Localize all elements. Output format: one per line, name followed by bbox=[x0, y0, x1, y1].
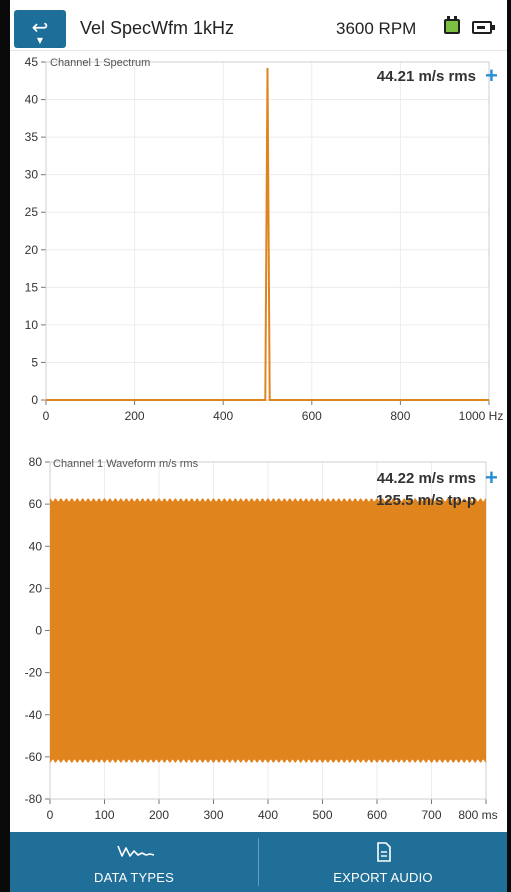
spectrum-y-tick-label: 40 bbox=[25, 93, 39, 107]
spectrum-y-tick-label: 15 bbox=[25, 280, 39, 294]
spectrum-x-tick-label: 1000 Hz bbox=[459, 409, 504, 423]
spectrum-y-tick-label: 45 bbox=[25, 55, 39, 69]
export-audio-label: EXPORT AUDIO bbox=[333, 870, 433, 885]
waveform-x-tick-label: 500 bbox=[312, 808, 332, 822]
spectrum-y-tick-label: 30 bbox=[25, 168, 39, 182]
spectrum-x-tick-label: 400 bbox=[213, 409, 233, 423]
page-title: Vel SpecWfm 1kHz bbox=[80, 18, 235, 38]
back-button[interactable]: ↩ ▼ bbox=[14, 10, 66, 48]
waveform-icon bbox=[117, 845, 155, 857]
back-arrow-icon: ↩ bbox=[31, 15, 49, 39]
export-audio-button[interactable]: EXPORT AUDIO bbox=[259, 832, 507, 892]
document-icon bbox=[377, 842, 391, 862]
waveform-title: Channel 1 Waveform m/s rms bbox=[53, 458, 199, 470]
waveform-trace bbox=[50, 498, 486, 763]
spectrum-x-tick-label: 800 bbox=[390, 409, 410, 423]
spectrum-y-tick-label: 0 bbox=[31, 393, 38, 407]
rpm-readout: 3600 RPM bbox=[336, 19, 417, 38]
spectrum-trace bbox=[46, 67, 489, 401]
spectrum-rms-readout: 44.21 m/s rms bbox=[377, 68, 476, 85]
spectrum-y-tick-label: 10 bbox=[25, 318, 39, 332]
chevron-down-icon: ▼ bbox=[36, 36, 44, 45]
waveform-x-axis: 0 100 200 300 400 500 600 700 800 ms bbox=[47, 808, 498, 822]
spectrum-plot-frame bbox=[45, 61, 490, 401]
waveform-y-axis: 80 60 40 20 0 -20 -40 -60 -80 bbox=[25, 455, 43, 806]
waveform-x-tick-label: 400 bbox=[258, 808, 278, 822]
power-icon bbox=[472, 21, 495, 34]
waveform-tp-readout: 125.5 m/s tp-p bbox=[376, 492, 476, 509]
top-bar: ↩ ▼ Vel SpecWfm 1kHz 3600 RPM bbox=[10, 0, 507, 51]
battery-icon bbox=[444, 16, 460, 34]
waveform-x-tick-label: 0 bbox=[47, 808, 54, 822]
spectrum-add-cursor-button[interactable]: + bbox=[485, 63, 498, 88]
data-types-label: DATA TYPES bbox=[93, 870, 175, 885]
waveform-x-tick-label: 800 ms bbox=[458, 808, 497, 822]
waveform-y-tick-label: 20 bbox=[29, 581, 43, 595]
waveform-y-tick-label: 40 bbox=[29, 539, 43, 553]
waveform-y-tick-label: 80 bbox=[29, 455, 43, 469]
waveform-x-tick-label: 200 bbox=[149, 808, 169, 822]
app-screen: ↩ ▼ Vel SpecWfm 1kHz 3600 RPM 45 40 35 30 25… bbox=[10, 0, 507, 892]
spectrum-x-tick-label: 0 bbox=[43, 409, 50, 423]
spectrum-y-tick-label: 5 bbox=[31, 355, 38, 369]
spectrum-x-tick-label: 600 bbox=[302, 409, 322, 423]
waveform-x-tick-label: 100 bbox=[94, 808, 114, 822]
tab-divider bbox=[258, 838, 259, 886]
spectrum-y-axis: 45 40 35 30 25 20 15 10 5 0 bbox=[25, 55, 39, 407]
spectrum-title: Channel 1 Spectrum bbox=[50, 57, 150, 69]
waveform-y-tick-label: -20 bbox=[25, 666, 43, 680]
spectrum-y-tick-label: 35 bbox=[25, 130, 39, 144]
waveform-x-tick-label: 300 bbox=[203, 808, 223, 822]
waveform-x-tick-label: 600 bbox=[367, 808, 387, 822]
waveform-x-tick-label: 700 bbox=[421, 808, 441, 822]
data-types-button[interactable]: DATA TYPES bbox=[10, 832, 258, 892]
spectrum-y-tick-label: 20 bbox=[25, 243, 39, 257]
waveform-rms-readout: 44.22 m/s rms bbox=[377, 470, 476, 487]
waveform-y-tick-label: -60 bbox=[25, 750, 43, 764]
spectrum-y-tick-label: 25 bbox=[25, 205, 39, 219]
bottom-toolbar: DATA TYPES EXPORT AUDIO bbox=[10, 832, 507, 892]
waveform-add-cursor-button[interactable]: + bbox=[485, 465, 498, 490]
spectrum-x-axis: 0 200 400 600 800 1000 Hz bbox=[43, 409, 504, 423]
waveform-y-tick-label: -80 bbox=[25, 792, 43, 806]
waveform-y-tick-label: -40 bbox=[25, 708, 43, 722]
waveform-y-tick-label: 0 bbox=[35, 624, 42, 638]
spectrum-x-tick-label: 200 bbox=[125, 409, 145, 423]
waveform-y-tick-label: 60 bbox=[29, 497, 43, 511]
